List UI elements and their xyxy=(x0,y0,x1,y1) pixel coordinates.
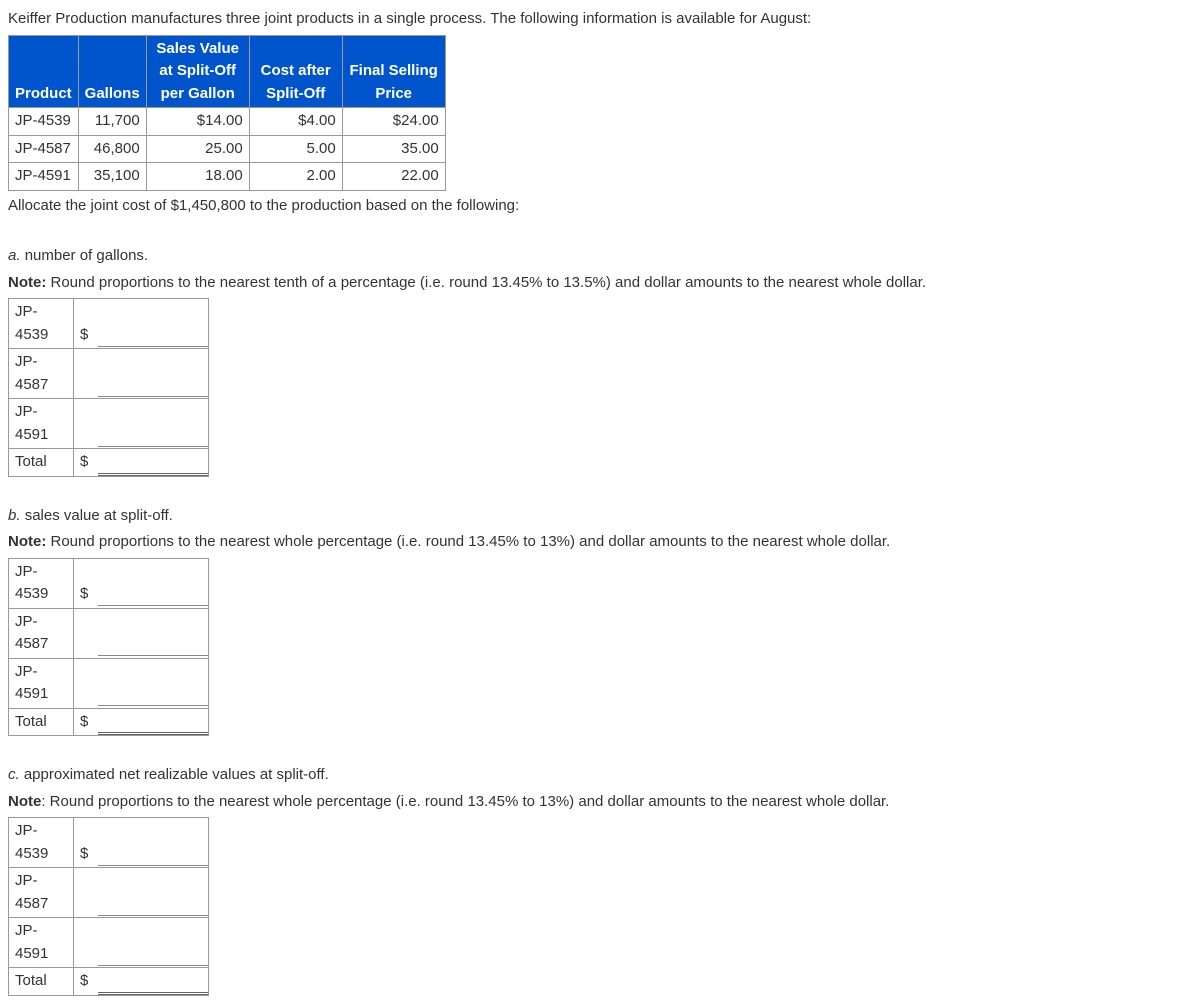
intro-text: Keiffer Production manufactures three jo… xyxy=(8,8,1192,31)
part-c-note: Note: Round proportions to the nearest w… xyxy=(8,791,1192,814)
dollar-sign xyxy=(74,608,99,658)
dollar-sign: $ xyxy=(74,818,99,868)
note-text: Round proportions to the nearest tenth o… xyxy=(51,274,927,291)
part-a-heading: a. number of gallons. xyxy=(8,245,1192,268)
table-row: JP-4591 35,100 18.00 2.00 22.00 xyxy=(9,163,446,191)
answer-row: JP-4539 $ xyxy=(9,818,209,868)
answer-input-b-total[interactable] xyxy=(98,712,208,735)
part-c-heading: c. approximated net realizable values at… xyxy=(8,764,1192,787)
dollar-sign xyxy=(74,399,99,449)
note-text: : Round proportions to the nearest whole… xyxy=(41,793,889,810)
col-gallons: Gallons xyxy=(78,35,146,108)
cell-cost-after: 5.00 xyxy=(249,135,342,163)
col-cost-after: Cost after Split-Off xyxy=(249,35,342,108)
answer-row: JP-4591 xyxy=(9,918,209,968)
answer-row: JP-4591 xyxy=(9,399,209,449)
col-final-price: Final Selling Price xyxy=(342,35,445,108)
answer-table-b: JP-4539 $ JP-4587 JP-4591 Total $ xyxy=(8,558,209,737)
note-text: Round proportions to the nearest whole p… xyxy=(51,533,891,550)
col-product: Product xyxy=(9,35,79,108)
dollar-sign: $ xyxy=(74,299,99,349)
answer-input-b-2[interactable] xyxy=(98,635,208,656)
dollar-sign: $ xyxy=(74,968,99,996)
dollar-sign xyxy=(74,658,99,708)
part-a-note: Note: Round proportions to the nearest t… xyxy=(8,272,1192,295)
cell-final-price: 35.00 xyxy=(342,135,445,163)
answer-input-b-1[interactable] xyxy=(98,585,208,606)
answer-input-c-2[interactable] xyxy=(98,895,208,916)
cell-product: JP-4539 xyxy=(9,108,79,136)
answer-row: JP-4539 $ xyxy=(9,299,209,349)
data-table: Product Gallons Sales Value at Split-Off… xyxy=(8,35,446,191)
cell-cost-after: 2.00 xyxy=(249,163,342,191)
answer-label: JP-4539 xyxy=(9,299,74,349)
answer-label-total: Total xyxy=(9,708,74,736)
allocate-text: Allocate the joint cost of $1,450,800 to… xyxy=(8,195,1192,218)
cell-sales-value: $14.00 xyxy=(146,108,249,136)
dollar-sign xyxy=(74,868,99,918)
note-label: Note xyxy=(8,793,41,810)
cell-final-price: 22.00 xyxy=(342,163,445,191)
cell-product: JP-4587 xyxy=(9,135,79,163)
answer-row-total: Total $ xyxy=(9,449,209,477)
answer-row: JP-4591 xyxy=(9,658,209,708)
answer-label: JP-4587 xyxy=(9,608,74,658)
answer-label: JP-4587 xyxy=(9,349,74,399)
answer-label: JP-4539 xyxy=(9,818,74,868)
answer-row-total: Total $ xyxy=(9,708,209,736)
answer-label: JP-4587 xyxy=(9,868,74,918)
part-b-title: sales value at split-off. xyxy=(25,507,173,524)
answer-input-a-total[interactable] xyxy=(98,453,208,476)
answer-label: JP-4539 xyxy=(9,558,74,608)
dollar-sign: $ xyxy=(74,449,99,477)
cell-sales-value: 18.00 xyxy=(146,163,249,191)
answer-input-a-2[interactable] xyxy=(98,376,208,397)
part-b-letter: b. xyxy=(8,507,21,524)
part-c-title: approximated net realizable values at sp… xyxy=(24,766,329,783)
cell-gallons: 35,100 xyxy=(78,163,146,191)
cell-gallons: 11,700 xyxy=(78,108,146,136)
cell-product: JP-4591 xyxy=(9,163,79,191)
dollar-sign: $ xyxy=(74,708,99,736)
cell-sales-value: 25.00 xyxy=(146,135,249,163)
part-a-title: number of gallons. xyxy=(25,247,148,264)
answer-row: JP-4539 $ xyxy=(9,558,209,608)
part-a-letter: a. xyxy=(8,247,21,264)
answer-input-c-3[interactable] xyxy=(98,945,208,966)
note-label: Note: xyxy=(8,533,46,550)
answer-label-total: Total xyxy=(9,968,74,996)
dollar-sign xyxy=(74,349,99,399)
answer-row: JP-4587 xyxy=(9,608,209,658)
dollar-sign: $ xyxy=(74,558,99,608)
answer-input-b-3[interactable] xyxy=(98,685,208,706)
answer-input-c-1[interactable] xyxy=(98,845,208,866)
note-label: Note: xyxy=(8,274,46,291)
table-row: JP-4587 46,800 25.00 5.00 35.00 xyxy=(9,135,446,163)
part-c-letter: c. xyxy=(8,766,20,783)
cell-gallons: 46,800 xyxy=(78,135,146,163)
table-row: JP-4539 11,700 $14.00 $4.00 $24.00 xyxy=(9,108,446,136)
answer-row-total: Total $ xyxy=(9,968,209,996)
dollar-sign xyxy=(74,918,99,968)
answer-label-total: Total xyxy=(9,449,74,477)
col-sales-value: Sales Value at Split-Off per Gallon xyxy=(146,35,249,108)
cell-final-price: $24.00 xyxy=(342,108,445,136)
answer-label: JP-4591 xyxy=(9,399,74,449)
part-b-note: Note: Round proportions to the nearest w… xyxy=(8,531,1192,554)
answer-input-a-1[interactable] xyxy=(98,326,208,347)
answer-label: JP-4591 xyxy=(9,658,74,708)
answer-input-c-total[interactable] xyxy=(98,972,208,995)
answer-table-a: JP-4539 $ JP-4587 JP-4591 Total $ xyxy=(8,298,209,477)
answer-label: JP-4591 xyxy=(9,918,74,968)
answer-row: JP-4587 xyxy=(9,349,209,399)
answer-table-c: JP-4539 $ JP-4587 JP-4591 Total $ xyxy=(8,817,209,996)
cell-cost-after: $4.00 xyxy=(249,108,342,136)
answer-input-a-3[interactable] xyxy=(98,426,208,447)
part-b-heading: b. sales value at split-off. xyxy=(8,505,1192,528)
answer-row: JP-4587 xyxy=(9,868,209,918)
